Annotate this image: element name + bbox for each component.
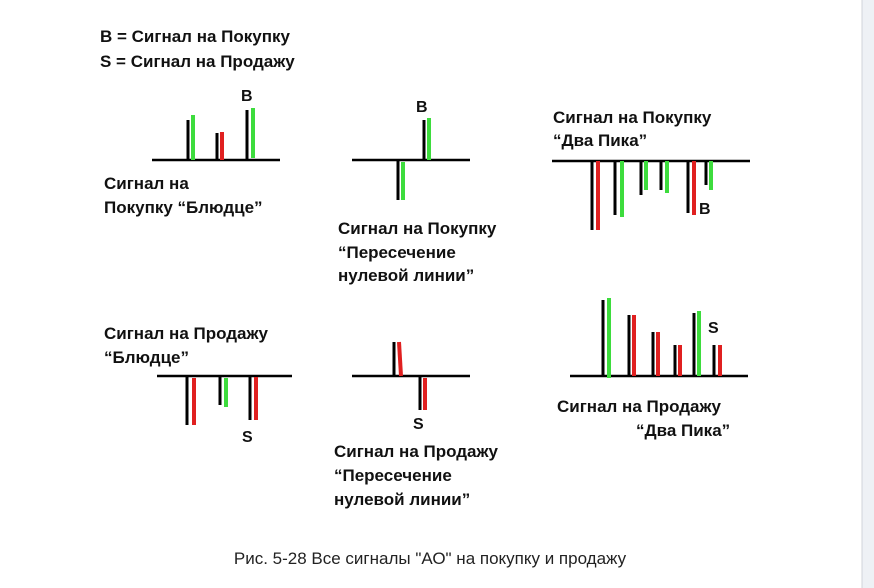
panel-title: Сигнал на Продажу: [104, 324, 269, 343]
panel-title: “Два Пика”: [636, 421, 730, 440]
panel-title: “Два Пика”: [553, 131, 647, 150]
panel-title: Сигнал на Продажу: [557, 397, 722, 416]
panel-sell-saucer: S Сигнал на Продажу “Блюдце”: [104, 324, 292, 446]
panel-sell-cross: S Сигнал на Продажу “Пересечение нулевой…: [334, 341, 499, 509]
side-panel: [862, 0, 874, 588]
panel-title: “Блюдце”: [104, 348, 189, 367]
panel-title: Сигнал на: [104, 174, 189, 193]
panel-title: Покупку “Блюдце”: [104, 198, 263, 217]
legend-buy: B = Сигнал на Покупку: [100, 27, 290, 46]
marker: B: [416, 99, 428, 116]
marker: S: [708, 320, 719, 337]
panel-title: “Пересечение: [338, 243, 456, 262]
panel-sell-two-peaks: S Сигнал на Продажу “Два Пика”: [557, 298, 748, 440]
panel-title: нулевой линии”: [334, 490, 470, 509]
marker: B: [241, 88, 253, 105]
panel-title: Сигнал на Продажу: [334, 442, 499, 461]
panel-title: “Пересечение: [334, 466, 452, 485]
panel-buy-two-peaks: B Сигнал на Покупку “Два Пика”: [552, 108, 750, 230]
marker: S: [242, 429, 253, 446]
panel-title: Сигнал на Покупку: [553, 108, 712, 127]
marker: B: [699, 201, 711, 218]
caption: Рис. 5-28 Все сигналы "АО" на покупку и …: [234, 549, 627, 568]
panel-buy-cross: B Сигнал на Покупку “Пересечение нулевой…: [338, 99, 497, 285]
marker: S: [413, 416, 424, 433]
panel-title: Сигнал на Покупку: [338, 219, 497, 238]
legend-sell: S = Сигнал на Продажу: [100, 52, 295, 71]
panel-buy-saucer: B Сигнал на Покупку “Блюдце”: [104, 88, 280, 217]
panel-title: нулевой линии”: [338, 266, 474, 285]
